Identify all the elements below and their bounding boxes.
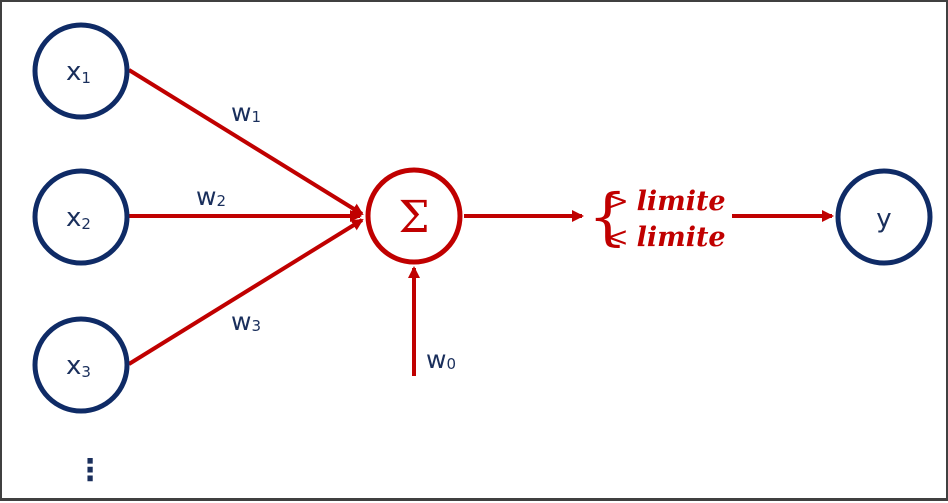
svg-text:x2: x2 (66, 203, 91, 233)
threshold-above: > limite (606, 186, 726, 217)
edge-x3-sum (127, 218, 364, 366)
sigma-icon: Σ (398, 192, 429, 243)
brace-icon: { (588, 180, 627, 253)
weight-label-w1: w1 (231, 98, 261, 127)
input-node-x2: x2 (32, 168, 130, 266)
svg-text:x1: x1 (66, 57, 91, 87)
output-node-y: y (835, 168, 933, 266)
more-inputs-ellipsis: ⋮ (75, 453, 105, 488)
svg-text:y: y (876, 204, 891, 234)
threshold-function: { > limite < limite (588, 180, 726, 253)
threshold-below: < limite (606, 222, 726, 253)
input-node-x1: x1 (32, 22, 130, 120)
edge-x1-sum (127, 68, 364, 216)
svg-text:x3: x3 (66, 351, 91, 381)
input-node-x3: x3 (32, 316, 130, 414)
summation-node: Σ (365, 167, 463, 265)
bias-label-w0: w0 (426, 345, 456, 374)
weight-label-w2: w2 (196, 182, 226, 211)
weight-label-w3: w3 (231, 307, 261, 336)
